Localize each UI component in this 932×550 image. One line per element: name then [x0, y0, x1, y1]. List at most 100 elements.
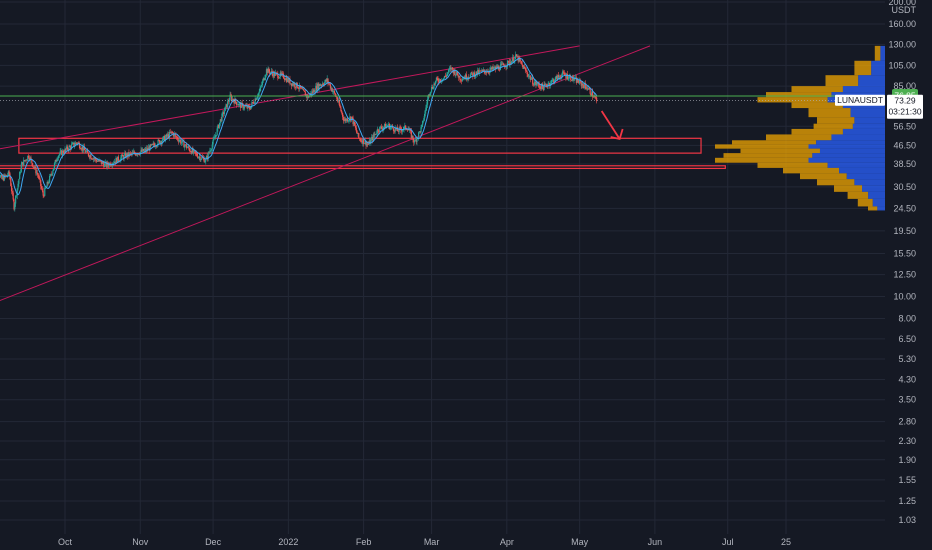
candle-body	[207, 152, 209, 159]
candle-body	[57, 158, 59, 160]
volume-bar-sell	[813, 123, 853, 129]
candle-body	[288, 78, 290, 82]
candle-body	[382, 128, 384, 130]
candle-body	[281, 73, 283, 75]
candle-body	[125, 153, 127, 158]
candle-body	[22, 162, 24, 166]
candle-body	[41, 188, 43, 191]
candle-body	[554, 77, 556, 81]
candle-body	[302, 88, 304, 90]
candle-body	[27, 155, 29, 160]
candle-body	[200, 159, 202, 161]
candle-body	[246, 105, 248, 109]
candle-body	[502, 63, 505, 66]
candle-body	[412, 135, 414, 141]
candle-body	[350, 116, 353, 121]
candle-body	[389, 126, 391, 130]
candle-body	[530, 79, 532, 80]
volume-bar-buy	[872, 198, 885, 207]
candle-body	[409, 129, 412, 132]
candle-body	[49, 174, 52, 176]
candle-body	[367, 143, 369, 145]
candle-body	[149, 144, 151, 151]
volume-bar-sell	[757, 162, 828, 168]
candle-body	[379, 126, 382, 128]
candle-body	[472, 73, 474, 77]
candle-body	[144, 149, 146, 151]
candle-body	[364, 140, 366, 144]
candle-body	[131, 152, 133, 154]
candle-body	[477, 70, 479, 75]
candle-body	[226, 104, 228, 108]
candle-body	[328, 82, 330, 84]
candle-body	[242, 103, 244, 109]
x-tick-label: Jun	[648, 537, 663, 547]
candles	[0, 51, 598, 212]
candle-body	[3, 174, 5, 181]
candle-body	[262, 78, 264, 82]
candle-body	[293, 83, 295, 86]
candle-body	[159, 140, 161, 144]
candle-body	[447, 69, 450, 73]
candle-body	[531, 77, 533, 80]
candle-body	[129, 152, 131, 156]
candle-body	[509, 62, 511, 65]
candle-body	[95, 158, 97, 160]
candle-body	[5, 175, 7, 176]
volume-bar-buy	[871, 60, 885, 76]
candle-body	[201, 157, 204, 159]
grid	[0, 0, 885, 534]
candle-body	[218, 124, 220, 128]
candle-body	[223, 112, 225, 115]
candle-body	[171, 131, 173, 133]
candle-body	[214, 137, 216, 139]
volume-bar-sell	[783, 167, 840, 174]
candle-body	[208, 152, 210, 154]
candle-body	[511, 61, 513, 64]
candle-body	[6, 175, 8, 176]
candle-body	[570, 80, 573, 81]
candle-body	[460, 79, 462, 81]
candle-body	[248, 106, 251, 109]
candle-body	[0, 175, 1, 178]
candle-body	[465, 74, 467, 80]
candle-body	[184, 144, 187, 146]
candle-body	[94, 158, 96, 159]
candle-body	[439, 79, 441, 83]
candle-body	[2, 176, 4, 179]
y-tick-label: 24.50	[893, 203, 916, 213]
candle-body	[366, 143, 368, 146]
candle-body	[152, 143, 154, 145]
y-tick-label: 12.50	[893, 270, 916, 280]
candle-body	[581, 83, 583, 86]
candle-body	[580, 81, 582, 86]
candle-body	[167, 134, 169, 137]
candle-body	[481, 70, 483, 72]
candle-body	[495, 66, 497, 70]
volume-bar-buy	[877, 206, 885, 211]
candle-body	[11, 191, 14, 193]
candle-body	[232, 98, 234, 101]
candle-body	[169, 131, 171, 133]
candle-body	[61, 150, 64, 156]
candle-body	[1, 175, 3, 179]
candle-body	[575, 77, 578, 83]
volume-bar-sell	[847, 191, 869, 199]
candle-body	[538, 84, 540, 87]
candle-body	[61, 150, 63, 156]
candle-body	[166, 134, 168, 137]
candle-body	[181, 140, 183, 143]
candle-body	[265, 74, 267, 78]
candle-body	[451, 67, 453, 70]
y-tick-label: 3.50	[898, 395, 916, 405]
candle-body	[557, 75, 559, 81]
candle-body	[357, 133, 359, 134]
candle-body	[151, 144, 153, 145]
candle-body	[432, 88, 434, 90]
candle-body	[175, 134, 177, 137]
candle-body	[360, 140, 362, 142]
candle-body	[330, 87, 332, 89]
candle-body	[337, 100, 340, 102]
volume-bar-buy	[854, 179, 885, 186]
